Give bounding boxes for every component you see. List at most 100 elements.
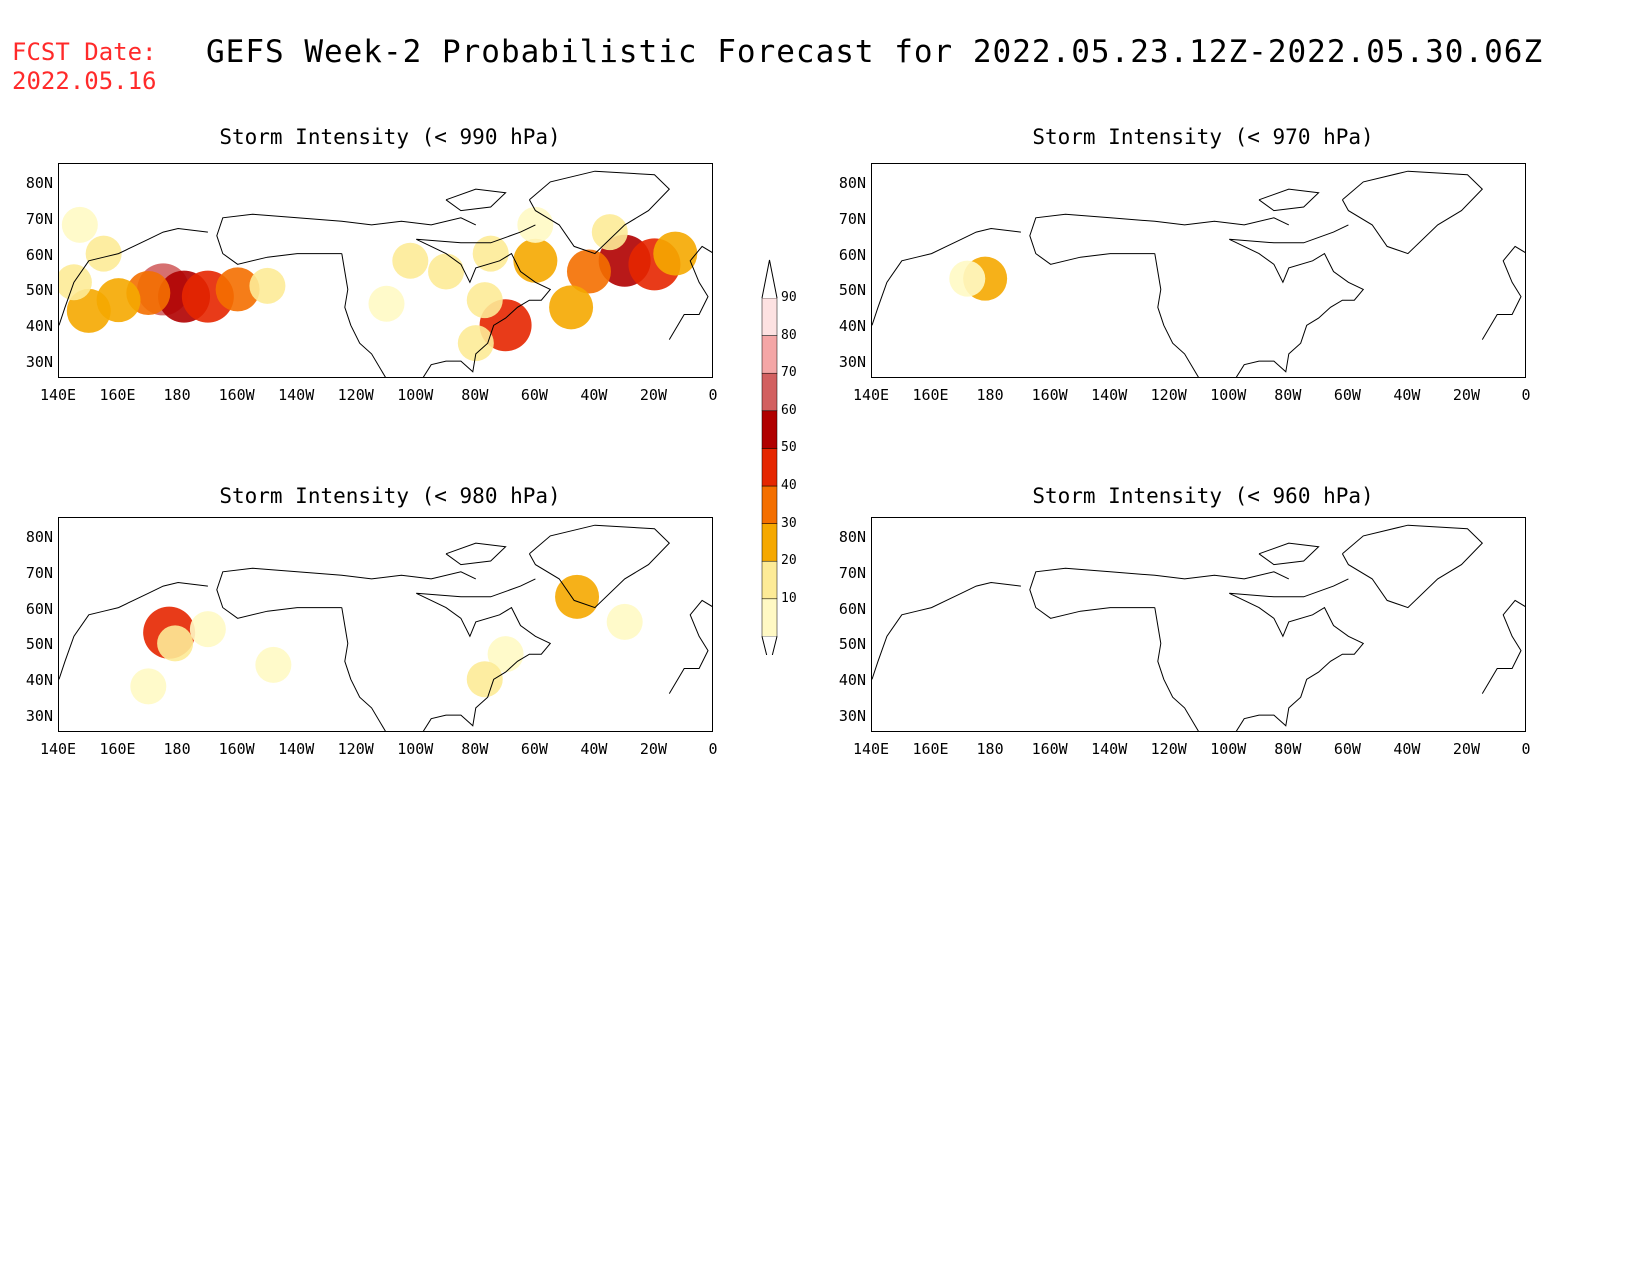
map-970 [871, 163, 1526, 378]
coastline [668, 599, 712, 694]
lon-tick-label: 80W [1274, 386, 1302, 404]
lat-tick-label: 30N [25, 353, 53, 371]
lon-tick-label: 140W [278, 386, 315, 404]
panel-title-960: Storm Intensity (< 960 hPa) [1032, 484, 1374, 508]
lon-tick-label: 160E [912, 386, 949, 404]
lat-tick-label: 80N [838, 174, 866, 192]
lat-tick-label: 70N [838, 563, 866, 582]
lat-tick-label: 70N [838, 209, 866, 228]
lat-tick-label: 80N [25, 174, 53, 192]
lon-tick-label: 180 [163, 386, 191, 404]
lon-tick-label: 40W [1393, 386, 1421, 404]
lon-tick-label: 160W [218, 386, 255, 404]
lat-tick-label: 50N [838, 635, 866, 654]
colorbar-level-label: 90 [781, 290, 797, 305]
lon-tick-label: 140E [852, 386, 890, 404]
probability-blob [215, 267, 260, 312]
lon-tick-label: 100W [1210, 740, 1247, 758]
lon-tick-label: 80W [461, 386, 489, 404]
lat-tick-label: 70N [25, 563, 53, 582]
lon-tick-label: 120W [337, 386, 374, 404]
lon-tick-label: 60W [520, 386, 548, 404]
lon-tick-label: 60W [1333, 386, 1361, 404]
coastline [1341, 524, 1484, 609]
lat-tick-label: 30N [25, 707, 53, 725]
coastline [1154, 607, 1199, 731]
probability-blob [368, 285, 405, 322]
colorbar-level-label: 10 [781, 590, 797, 606]
lon-tick-label: 180 [976, 740, 1004, 758]
colorbar-level-label: 80 [781, 327, 797, 343]
panel-title-970: Storm Intensity (< 970 hPa) [1032, 125, 1374, 149]
probability-blob [392, 242, 429, 279]
lat-tick-label: 80N [25, 528, 53, 546]
lat-tick-label: 40N [838, 671, 866, 690]
page-title: GEFS Week-2 Probabilistic Forecast for 2… [206, 34, 1544, 70]
lat-tick-label: 50N [838, 281, 866, 300]
coastline [216, 567, 477, 619]
colorbar-level-label: 60 [781, 402, 797, 418]
probability-blob [457, 325, 494, 362]
lon-tick-label: 80W [1274, 740, 1302, 758]
probability-blob [549, 285, 594, 330]
coastline [872, 581, 1021, 680]
lat-tick-label: 40N [25, 317, 53, 336]
probability-blob [606, 603, 643, 640]
colorbar-level-label: 20 [781, 553, 797, 569]
lon-tick-label: 20W [1452, 386, 1480, 404]
probability-blob [249, 267, 286, 304]
coastline [1029, 567, 1290, 619]
colorbar-level-label: 30 [781, 515, 797, 531]
lon-tick-label: 180 [976, 386, 1004, 404]
lon-tick-label: 140W [278, 740, 315, 758]
coastline [1229, 578, 1365, 731]
probability-blob [66, 288, 111, 333]
coastline [1229, 224, 1365, 377]
lat-tick-label: 40N [25, 671, 53, 690]
coastline [216, 213, 477, 265]
coastline [1029, 213, 1290, 265]
panel-title-980: Storm Intensity (< 980 hPa) [219, 484, 561, 508]
lon-tick-label: 60W [520, 740, 548, 758]
colorbar-bottom-arrow [761, 636, 778, 655]
lon-tick-label: 40W [1393, 740, 1421, 758]
map-980 [58, 517, 713, 732]
coastline [416, 224, 552, 377]
lon-tick-label: 140W [1091, 740, 1128, 758]
coastline [1481, 245, 1525, 340]
coastline [445, 542, 507, 566]
lon-tick-label: 140W [1091, 386, 1128, 404]
map-990 [58, 163, 713, 378]
coastline [528, 170, 671, 255]
lon-tick-label: 100W [397, 740, 434, 758]
lon-tick-label: 140E [39, 386, 77, 404]
lat-tick-label: 30N [838, 353, 866, 371]
probability-blob [472, 235, 509, 272]
probability-blob [653, 231, 698, 276]
lon-tick-label: 40W [580, 386, 608, 404]
lat-tick-label: 50N [25, 635, 53, 654]
lat-tick-label: 30N [838, 707, 866, 725]
probability-blob [949, 260, 986, 297]
lon-tick-label: 0 [708, 386, 718, 404]
lon-tick-label: 20W [1452, 740, 1480, 758]
lon-tick-label: 60W [1333, 740, 1361, 758]
lon-tick-label: 140E [39, 740, 77, 758]
probability-blob [466, 282, 503, 319]
lon-tick-label: 20W [639, 386, 667, 404]
probability-blob [157, 625, 194, 662]
lon-tick-label: 40W [580, 740, 608, 758]
colorbar-segment [761, 372, 778, 412]
lat-tick-label: 60N [838, 599, 866, 618]
lon-tick-label: 20W [639, 740, 667, 758]
coastline [445, 188, 507, 212]
lat-tick-label: 60N [25, 245, 53, 264]
panel-title-990: Storm Intensity (< 990 hPa) [219, 125, 561, 149]
colorbar-segment [761, 448, 778, 487]
lon-tick-label: 0 [1521, 740, 1531, 758]
probability-blob [555, 574, 600, 619]
colorbar [761, 259, 778, 655]
colorbar-segment [761, 335, 778, 374]
colorbar-segment [761, 560, 778, 600]
coastline [1154, 253, 1199, 377]
